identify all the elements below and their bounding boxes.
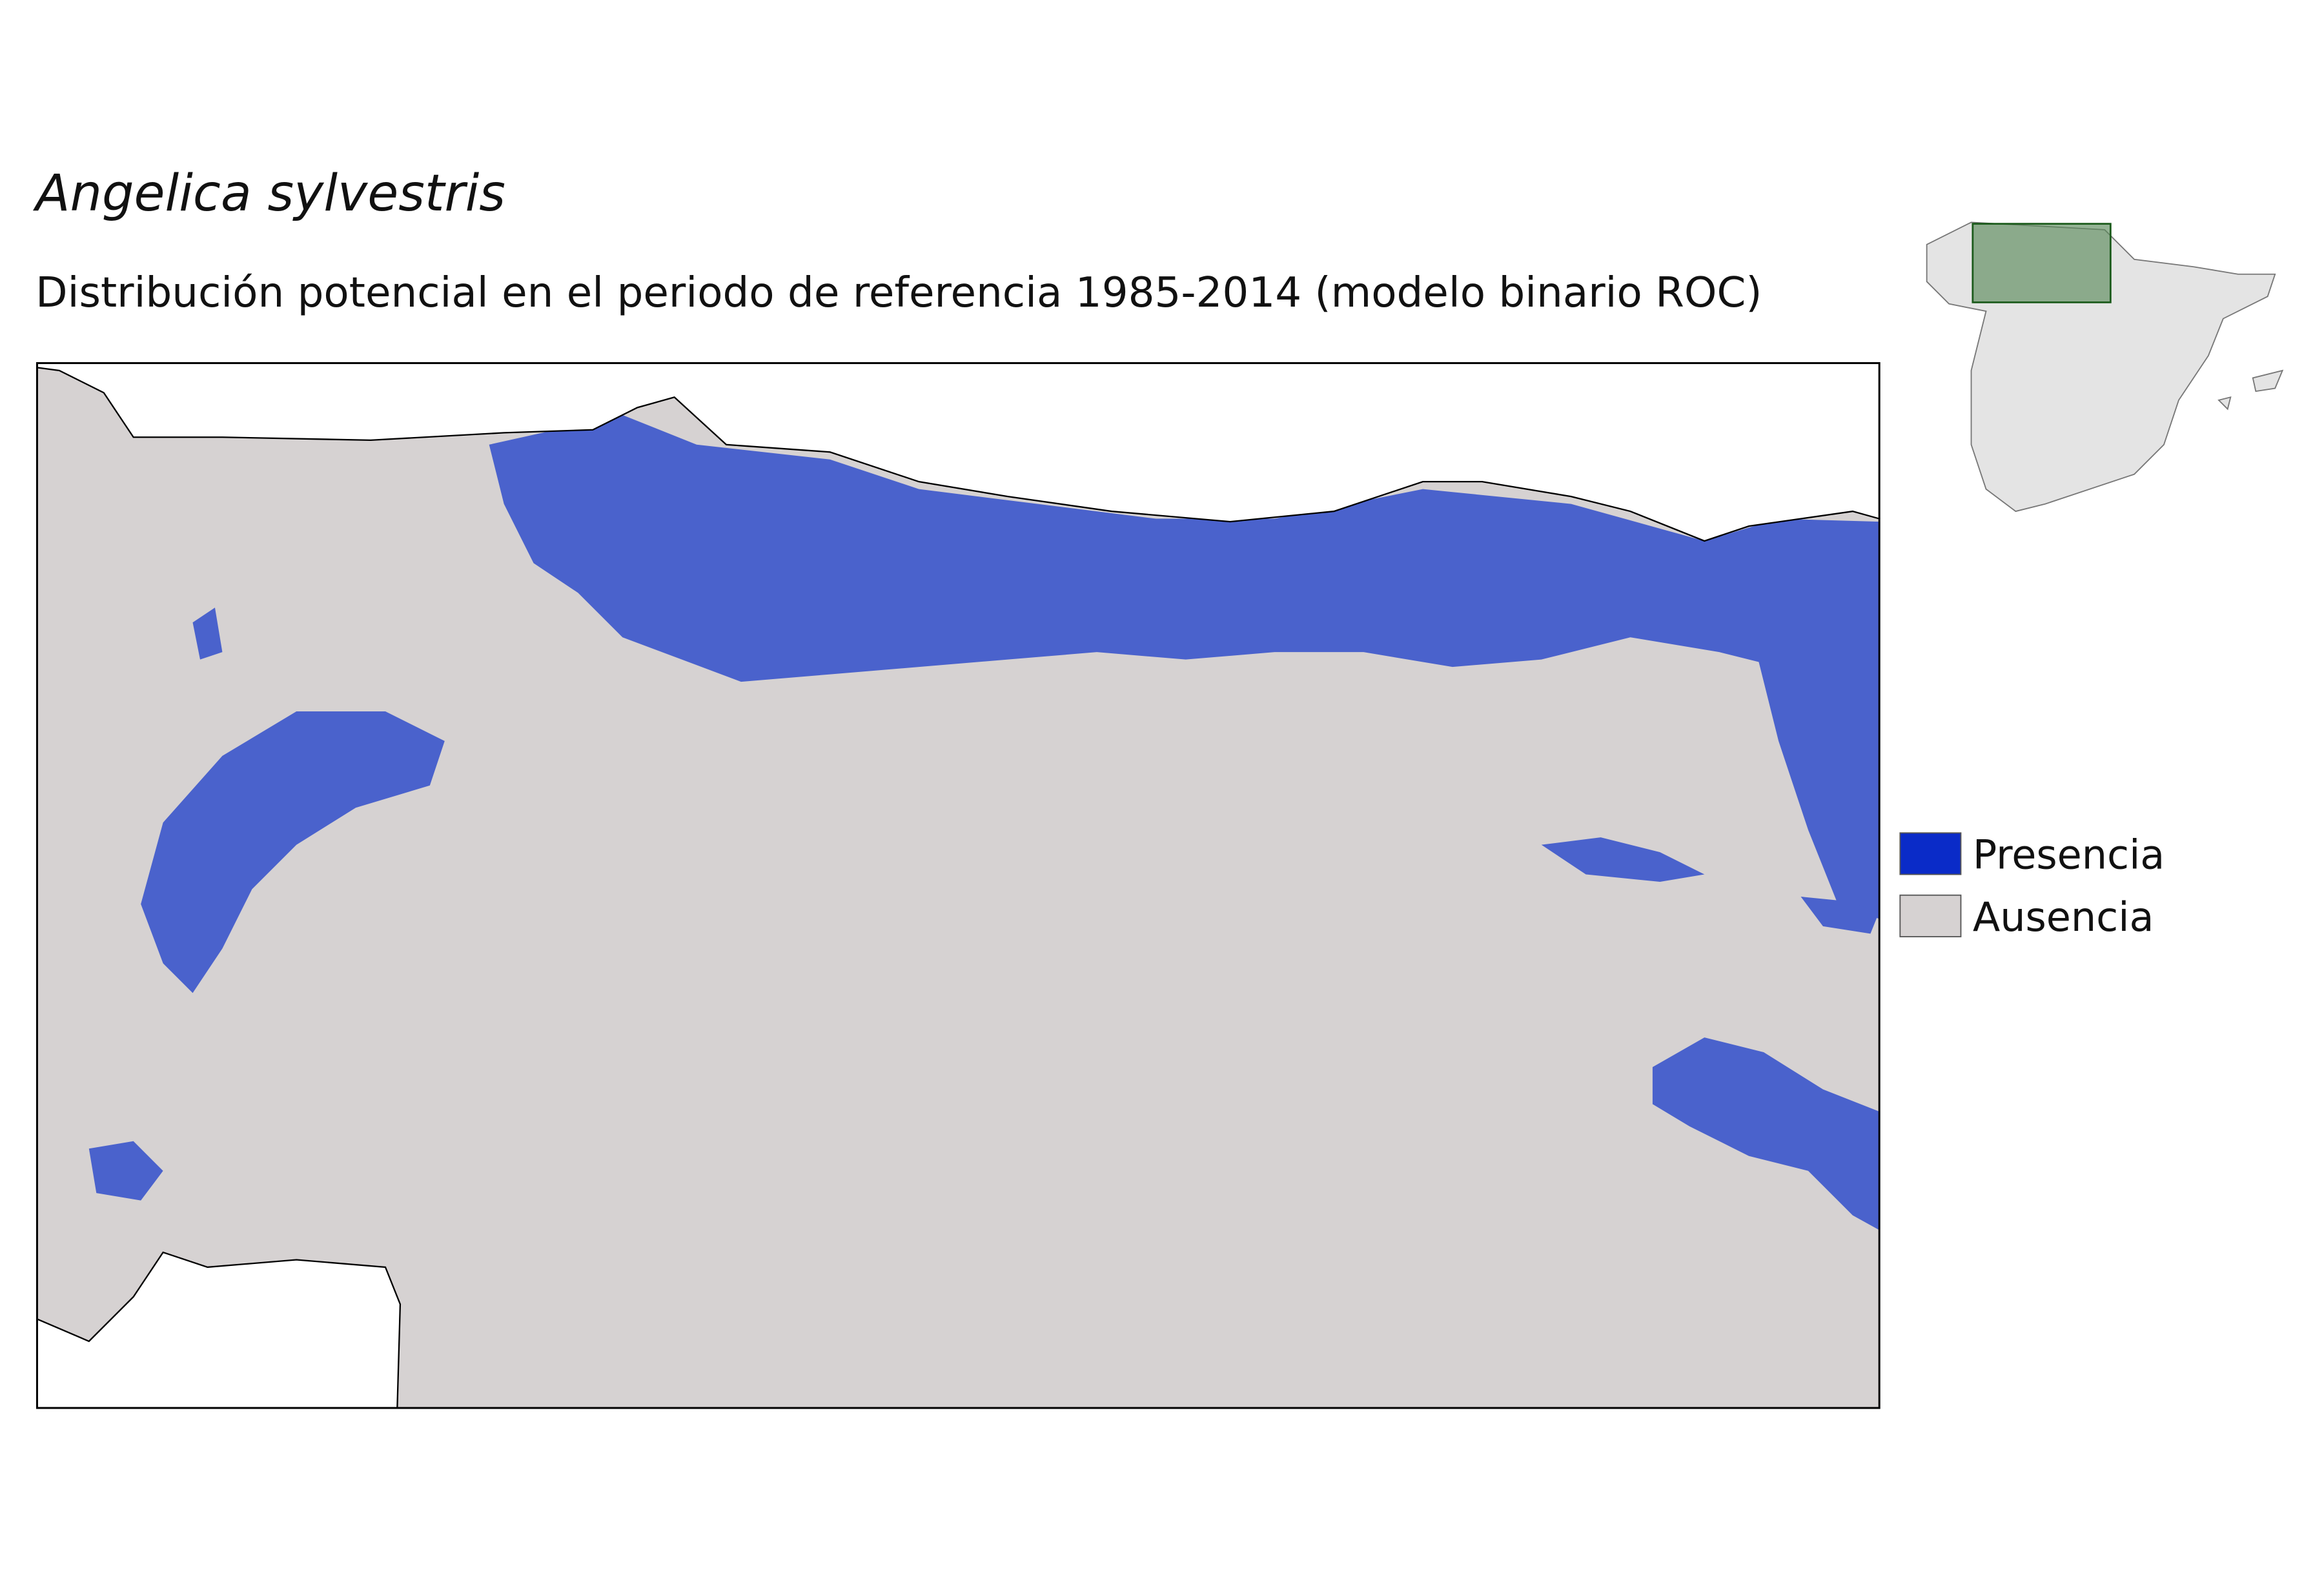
balearic-islands (2217, 369, 2284, 411)
subtitle: Distribución potencial en el periodo de … (36, 269, 1762, 317)
title: Angelica sylvestris (32, 165, 505, 223)
legend-label: Presencia (1973, 831, 2165, 878)
presence-area (141, 711, 445, 993)
legend-swatch (1899, 894, 1962, 937)
presence-area (1541, 837, 1705, 882)
presence-area (1800, 896, 1880, 934)
sea (36, 362, 1881, 542)
legend-swatch (1899, 832, 1962, 875)
presence-area (192, 607, 223, 660)
locator-map (1926, 221, 2284, 513)
extent-box (1972, 223, 2112, 303)
presence-area (489, 414, 1880, 771)
legend: Presencia Ausencia (1899, 831, 2165, 941)
presence-area (1749, 526, 1880, 919)
main-map (36, 362, 1881, 1409)
presence-area (88, 1141, 163, 1201)
presence-area (1652, 1037, 1880, 1230)
legend-label: Ausencia (1973, 893, 2154, 941)
map-frame (36, 362, 1881, 1409)
presence-areas (88, 414, 1880, 1230)
